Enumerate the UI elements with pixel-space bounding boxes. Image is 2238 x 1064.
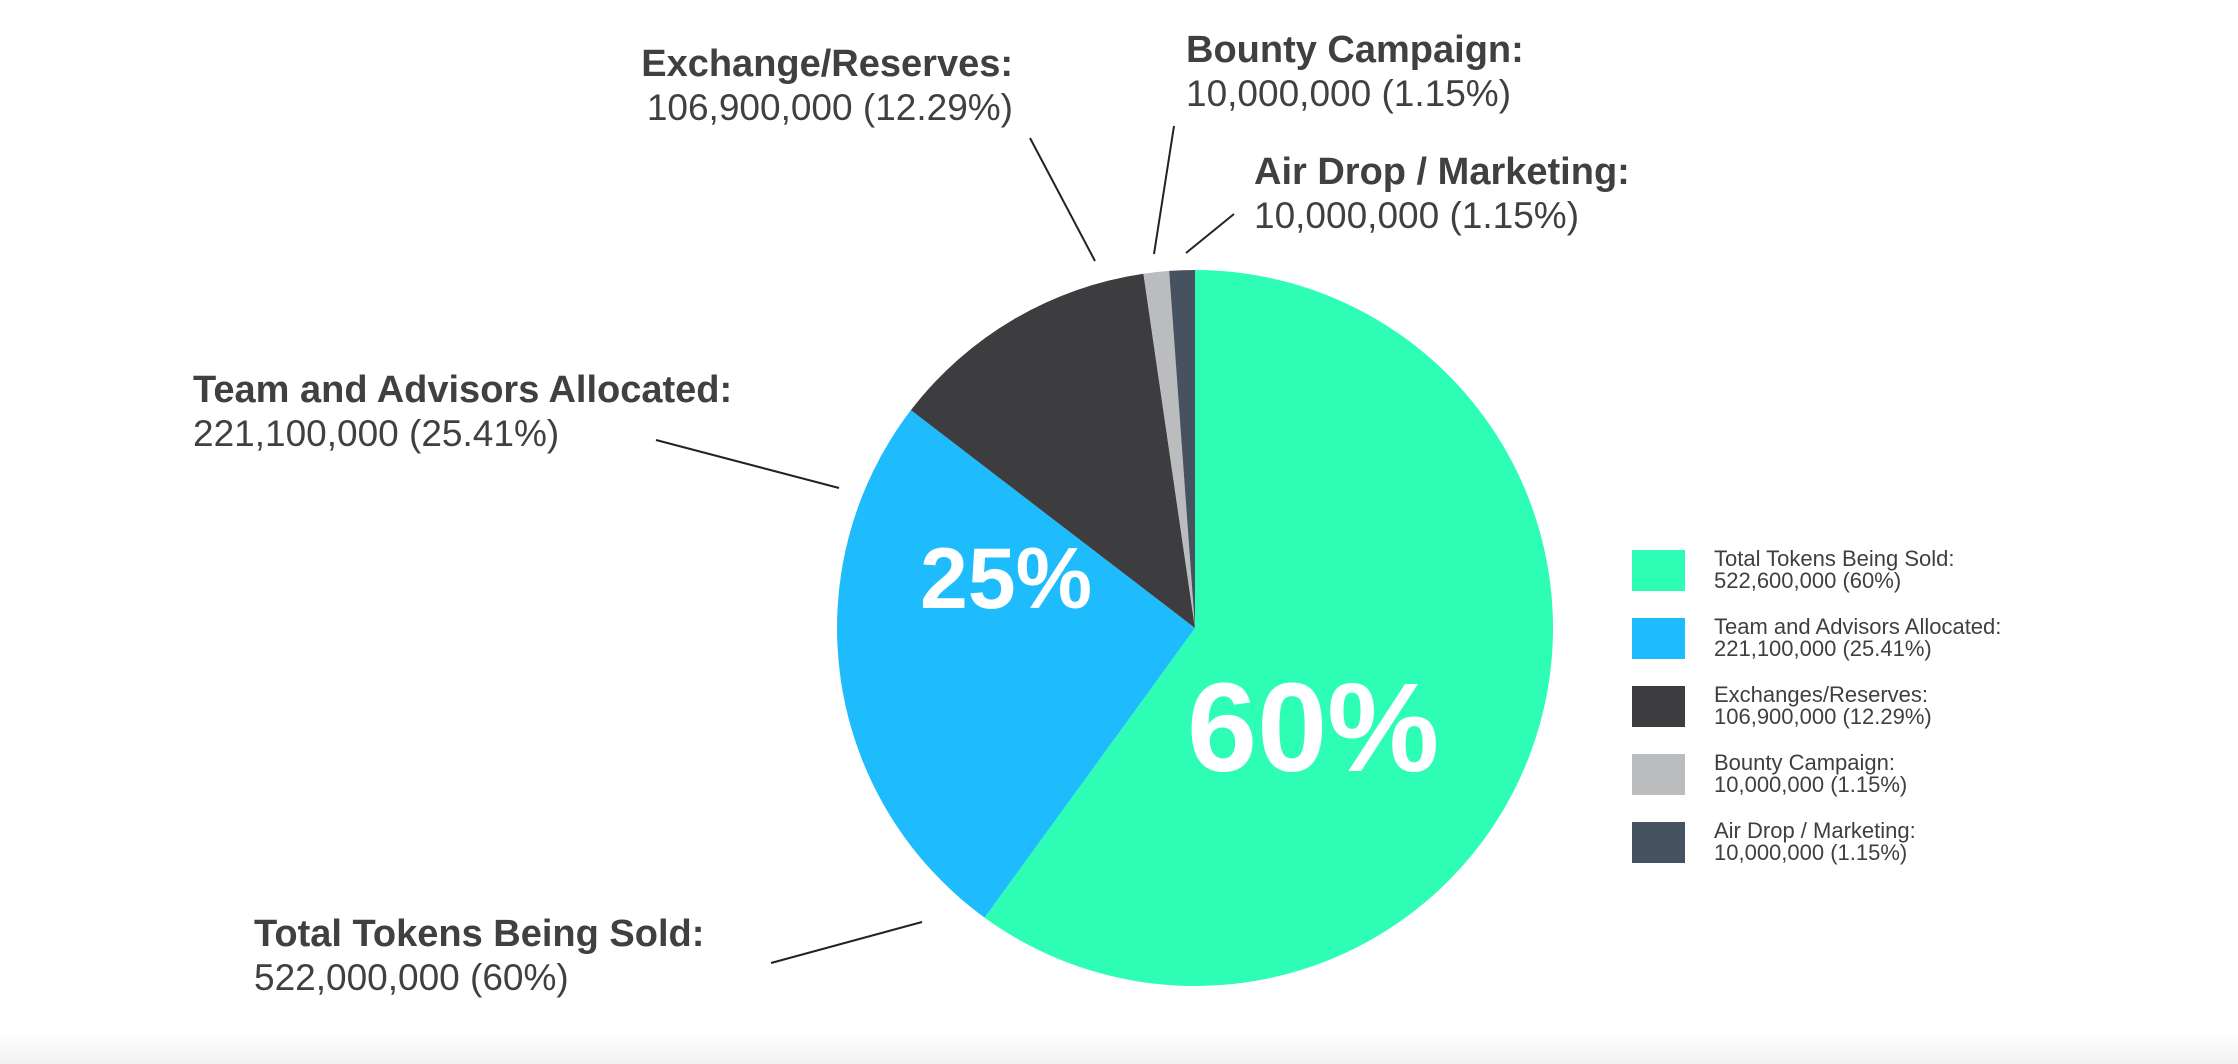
leader-line-bounty (1153, 125, 1175, 255)
callout-airdrop: Air Drop / Marketing: 10,000,000 (1.15%) (1254, 150, 1630, 238)
callout-bounty: Bounty Campaign: 10,000,000 (1.15%) (1186, 28, 1524, 116)
legend-swatch (1632, 822, 1685, 863)
callout-exchange: Exchange/Reserves: 106,900,000 (12.29%) (641, 42, 1013, 130)
callout-title: Exchange/Reserves: (641, 43, 1013, 85)
legend-title: Team and Advisors Allocated: (1714, 614, 2002, 639)
legend-value: 10,000,000 (1.15%) (1714, 840, 1908, 865)
legend-swatch (1632, 550, 1685, 591)
leader-line-airdrop (1185, 213, 1235, 254)
pie-slice-exchange-reserves (910, 273, 1195, 628)
pie-slice-total-tokens-being-sold (984, 270, 1553, 987)
callout-title: Team and Advisors Allocated: (193, 369, 733, 411)
pie-slice-bounty-campaign (1143, 270, 1195, 628)
callout-value: 106,900,000 (12.29%) (646, 87, 1013, 128)
callout-value: 522,000,000 (60%) (254, 957, 569, 998)
legend-value: 10,000,000 (1.15%) (1714, 772, 1908, 797)
callout-value: 10,000,000 (1.15%) (1186, 73, 1512, 114)
legend-swatch (1632, 686, 1685, 727)
leader-line-team (655, 439, 840, 489)
pie-slice-team-and-advisors-allocated (836, 410, 1195, 918)
callout-team: Team and Advisors Allocated: 221,100,000… (193, 368, 732, 456)
slice-label-team: 25% (920, 531, 1093, 627)
leader-line-exchange (1029, 137, 1096, 262)
leader-line-total (770, 921, 923, 964)
legend-swatch (1632, 618, 1685, 659)
legend-value: 106,900,000 (12.29%) (1714, 704, 1932, 729)
bottom-shadow (0, 1034, 2238, 1064)
legend-title: Bounty Campaign: (1714, 750, 1895, 775)
legend-title: Total Tokens Being Sold: (1714, 546, 1955, 571)
callout-title: Bounty Campaign: (1186, 29, 1524, 71)
legend-value: 522,600,000 (60%) (1714, 568, 1902, 593)
callout-total: Total Tokens Being Sold: 522,000,000 (60… (254, 912, 704, 1000)
legend-swatch (1632, 754, 1685, 795)
callout-value: 221,100,000 (25.41%) (193, 413, 560, 454)
legend-value: 221,100,000 (25.41%) (1714, 636, 1932, 661)
slice-label-total: 60% (1187, 657, 1440, 798)
callout-title: Air Drop / Marketing: (1254, 151, 1630, 193)
callout-value: 10,000,000 (1.15%) (1254, 195, 1580, 236)
legend-title: Air Drop / Marketing: (1714, 818, 1916, 843)
pie-slice-air-drop-marketing (1169, 270, 1195, 628)
legend-title: Exchanges/Reserves: (1714, 682, 1928, 707)
callout-title: Total Tokens Being Sold: (254, 913, 705, 955)
